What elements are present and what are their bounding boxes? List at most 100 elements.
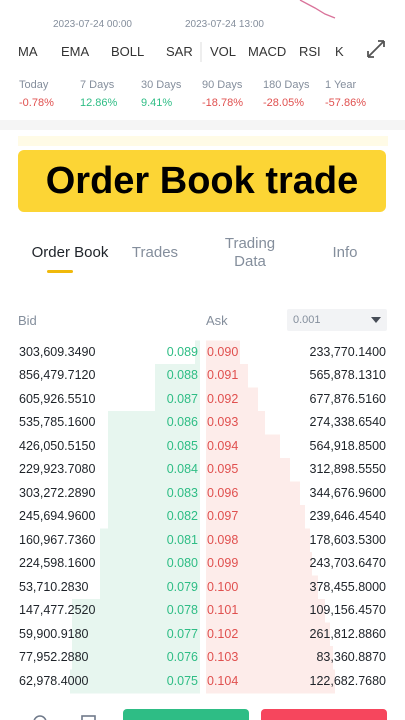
depth-bar <box>206 434 280 459</box>
depth-bar <box>100 528 200 553</box>
depth-bar <box>206 622 330 647</box>
tab[interactable]: Trades <box>131 244 179 261</box>
bid-amount: 535,785.1600 <box>19 415 96 429</box>
bid-amount: 245,694.9600 <box>19 509 96 523</box>
bid-amount: 303,609.3490 <box>19 344 96 359</box>
tab[interactable]: Order Book <box>31 244 109 261</box>
indicator-tab[interactable]: EMA <box>61 44 90 59</box>
depth-bar <box>206 646 333 670</box>
precision-select[interactable]: 0.001 <box>293 314 321 326</box>
depth-bar <box>72 622 200 647</box>
axis-date: 2023-07-24 13:00 <box>185 19 264 30</box>
ask-amount: 239,646.4540 <box>309 509 386 523</box>
axis-date: 2023-07-24 00:00 <box>53 19 132 30</box>
depth-bar <box>206 599 325 623</box>
depth-bar <box>206 669 335 694</box>
depth-bar <box>206 552 312 576</box>
ask-price: 0.092 <box>207 391 239 406</box>
bid-price: 0.085 <box>166 438 198 453</box>
bid-amount: 856,479.7120 <box>19 368 96 382</box>
ask-price: 0.104 <box>207 673 239 688</box>
depth-bar <box>206 411 265 435</box>
bid-price: 0.080 <box>166 556 198 570</box>
period-label: 1 Year <box>325 79 357 91</box>
depth-bar <box>206 364 248 388</box>
period-label: 7 Days <box>80 79 115 91</box>
bid-price: 0.078 <box>166 603 198 617</box>
depth-bar <box>206 340 240 365</box>
bid-price: 0.088 <box>166 368 198 382</box>
bid-price: 0.081 <box>166 532 198 547</box>
ask-price: 0.094 <box>207 438 239 453</box>
depth-bar <box>206 528 310 553</box>
ask-amount: 565,878.1310 <box>309 368 386 382</box>
depth-bar <box>100 552 200 576</box>
bid-amount: 160,967.7360 <box>19 532 96 547</box>
depth-bar <box>108 434 200 459</box>
indicator-tab[interactable]: SAR <box>166 44 193 59</box>
period-change: 9.41% <box>141 97 173 109</box>
ask-price: 0.101 <box>207 603 239 617</box>
period-label: Today <box>19 79 49 91</box>
ask-header: Ask <box>206 313 228 328</box>
ask-amount: 312,898.5550 <box>309 462 386 476</box>
period-label: 180 Days <box>263 79 310 91</box>
indicator-tab[interactable]: MACD <box>248 44 287 59</box>
ask-price: 0.096 <box>207 485 239 500</box>
ask-price: 0.099 <box>207 556 239 570</box>
bid-price: 0.076 <box>166 650 198 664</box>
depth-bar <box>206 387 258 412</box>
ask-amount: 83,360.8870 <box>316 650 386 664</box>
indicator-tab[interactable]: RSI <box>299 44 321 59</box>
ask-price: 0.100 <box>207 579 239 594</box>
depth-bar <box>155 387 200 412</box>
bid-amount: 426,050.5150 <box>19 438 96 453</box>
ask-price: 0.098 <box>207 532 239 547</box>
bid-price: 0.086 <box>166 415 198 429</box>
bid-price: 0.077 <box>166 626 198 641</box>
bid-amount: 229,923.7080 <box>19 462 96 476</box>
ask-price: 0.091 <box>207 368 239 382</box>
depth-bar <box>108 505 200 529</box>
depth-bar <box>72 646 200 670</box>
ask-amount: 261,812.8860 <box>309 626 386 641</box>
bid-amount: 147,477.2520 <box>19 603 96 617</box>
depth-bar <box>108 411 200 435</box>
ask-amount: 344,676.9600 <box>309 485 386 500</box>
bid-price: 0.087 <box>166 391 198 406</box>
ask-amount: 564,918.8500 <box>309 438 386 453</box>
depth-bar <box>100 575 200 600</box>
ask-amount: 243,703.6470 <box>309 556 386 570</box>
bid-price: 0.082 <box>166 509 198 523</box>
depth-bar <box>72 599 200 623</box>
bid-amount: 53,710.2830 <box>19 579 89 594</box>
ask-amount: 677,876.5160 <box>309 391 386 406</box>
bid-amount: 605,926.5510 <box>19 391 96 406</box>
ask-price: 0.097 <box>207 509 239 523</box>
tab[interactable]: Trading Data <box>224 235 276 270</box>
indicator-tab[interactable]: BOLL <box>111 44 145 59</box>
period-change: -0.78% <box>19 97 54 109</box>
indicator-tab[interactable]: MA <box>18 44 38 59</box>
depth-bar <box>70 669 200 694</box>
bid-header: Bid <box>18 313 37 328</box>
depth-bar <box>206 481 300 506</box>
ask-amount: 109,156.4570 <box>309 603 386 617</box>
bid-price: 0.089 <box>166 344 198 359</box>
ask-amount: 233,770.1400 <box>309 344 386 359</box>
bid-price: 0.075 <box>166 673 198 688</box>
indicator-tab[interactable]: K <box>335 44 344 59</box>
period-change: -57.86% <box>325 97 366 109</box>
period-change: -18.78% <box>202 97 243 109</box>
period-label: 30 Days <box>141 79 182 91</box>
tab[interactable]: Info <box>332 244 358 261</box>
ask-price: 0.102 <box>207 626 239 641</box>
depth-bar <box>206 505 305 529</box>
indicator-tab[interactable]: VOL <box>210 44 237 59</box>
bid-price: 0.084 <box>166 462 198 476</box>
period-change: 12.86% <box>80 97 118 109</box>
bid-amount: 303,272.2890 <box>19 485 96 500</box>
bid-price: 0.079 <box>166 579 198 594</box>
